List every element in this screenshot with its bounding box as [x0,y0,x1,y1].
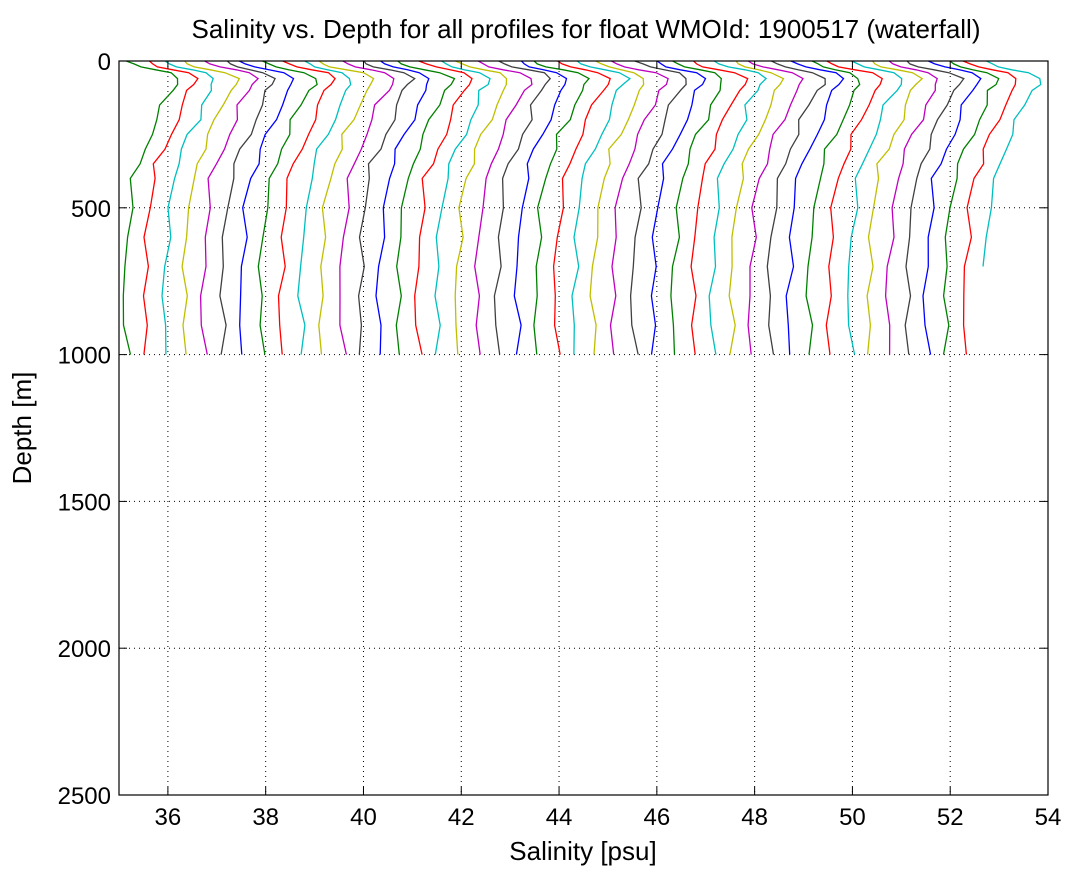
profile-line [571,60,632,355]
y-tick-label: 1500 [58,489,111,516]
profile-line [650,60,707,355]
y-tick-label: 2000 [58,636,111,663]
profile-line [142,60,199,355]
profile-line [122,60,179,355]
profile-line [708,60,768,355]
x-tick-label: 50 [839,804,866,831]
x-tick-label: 52 [937,804,964,831]
profile-line [257,60,318,355]
profile-line [493,60,552,355]
profile-line [609,60,669,355]
y-tick-label: 1000 [58,343,111,370]
profile-line [747,60,804,355]
x-tick-label: 40 [350,804,377,831]
profile-line [866,60,924,355]
profile-line [785,60,845,355]
profile-line [766,60,826,355]
profile-line [454,60,508,355]
profile-line [629,60,687,355]
chart-title: Salinity vs. Depth for all profiles for … [192,14,981,44]
y-tick-label: 0 [98,49,111,76]
profile-line [434,60,491,355]
y-axis-label: Depth [m] [7,372,37,485]
x-tick-label: 38 [252,804,279,831]
x-tick-label: 42 [448,804,475,831]
profile-line [277,60,336,355]
profile-line [904,60,965,355]
profile-line [533,60,591,355]
profile-line [318,60,375,355]
profile-line [375,60,430,355]
profile-line [357,60,416,355]
profile-line [552,60,611,355]
profile-line [474,60,533,355]
profile-line [339,60,395,355]
x-tick-label: 54 [1035,804,1062,831]
profile-line [847,60,903,355]
profile-line [690,60,749,355]
plot-frame [118,60,1049,796]
profile-line [395,60,456,355]
x-tick-label: 48 [741,804,768,831]
profile-line [728,60,785,355]
profile-line [297,60,352,355]
profile-line [805,60,861,355]
profile-line [942,60,1000,355]
profile-line [513,60,568,355]
profile-line [670,60,722,355]
y-tick-label: 500 [71,196,111,223]
profile-line [181,60,241,355]
profile-line [982,60,1042,267]
y-tick-label: 2500 [58,783,111,810]
profile-line [962,60,1017,355]
profile-line [219,60,276,355]
axis-ticks: 36 38 40 42 44 46 48 50 52 54 0 500 1000 1500 2000 2500 [58,49,1062,831]
profile-line [239,60,295,355]
x-tick-label: 44 [546,804,573,831]
profile-line [589,60,645,355]
profile-line [414,60,473,355]
x-tick-label: 46 [643,804,670,831]
profile-line [884,60,938,355]
profile-line [922,60,982,355]
profile-line [161,60,214,355]
profile-line [199,60,260,355]
profile-lines [122,60,1042,355]
x-axis-label: Salinity [psu] [509,836,656,866]
x-tick-label: 36 [155,804,182,831]
profile-line [825,60,883,355]
